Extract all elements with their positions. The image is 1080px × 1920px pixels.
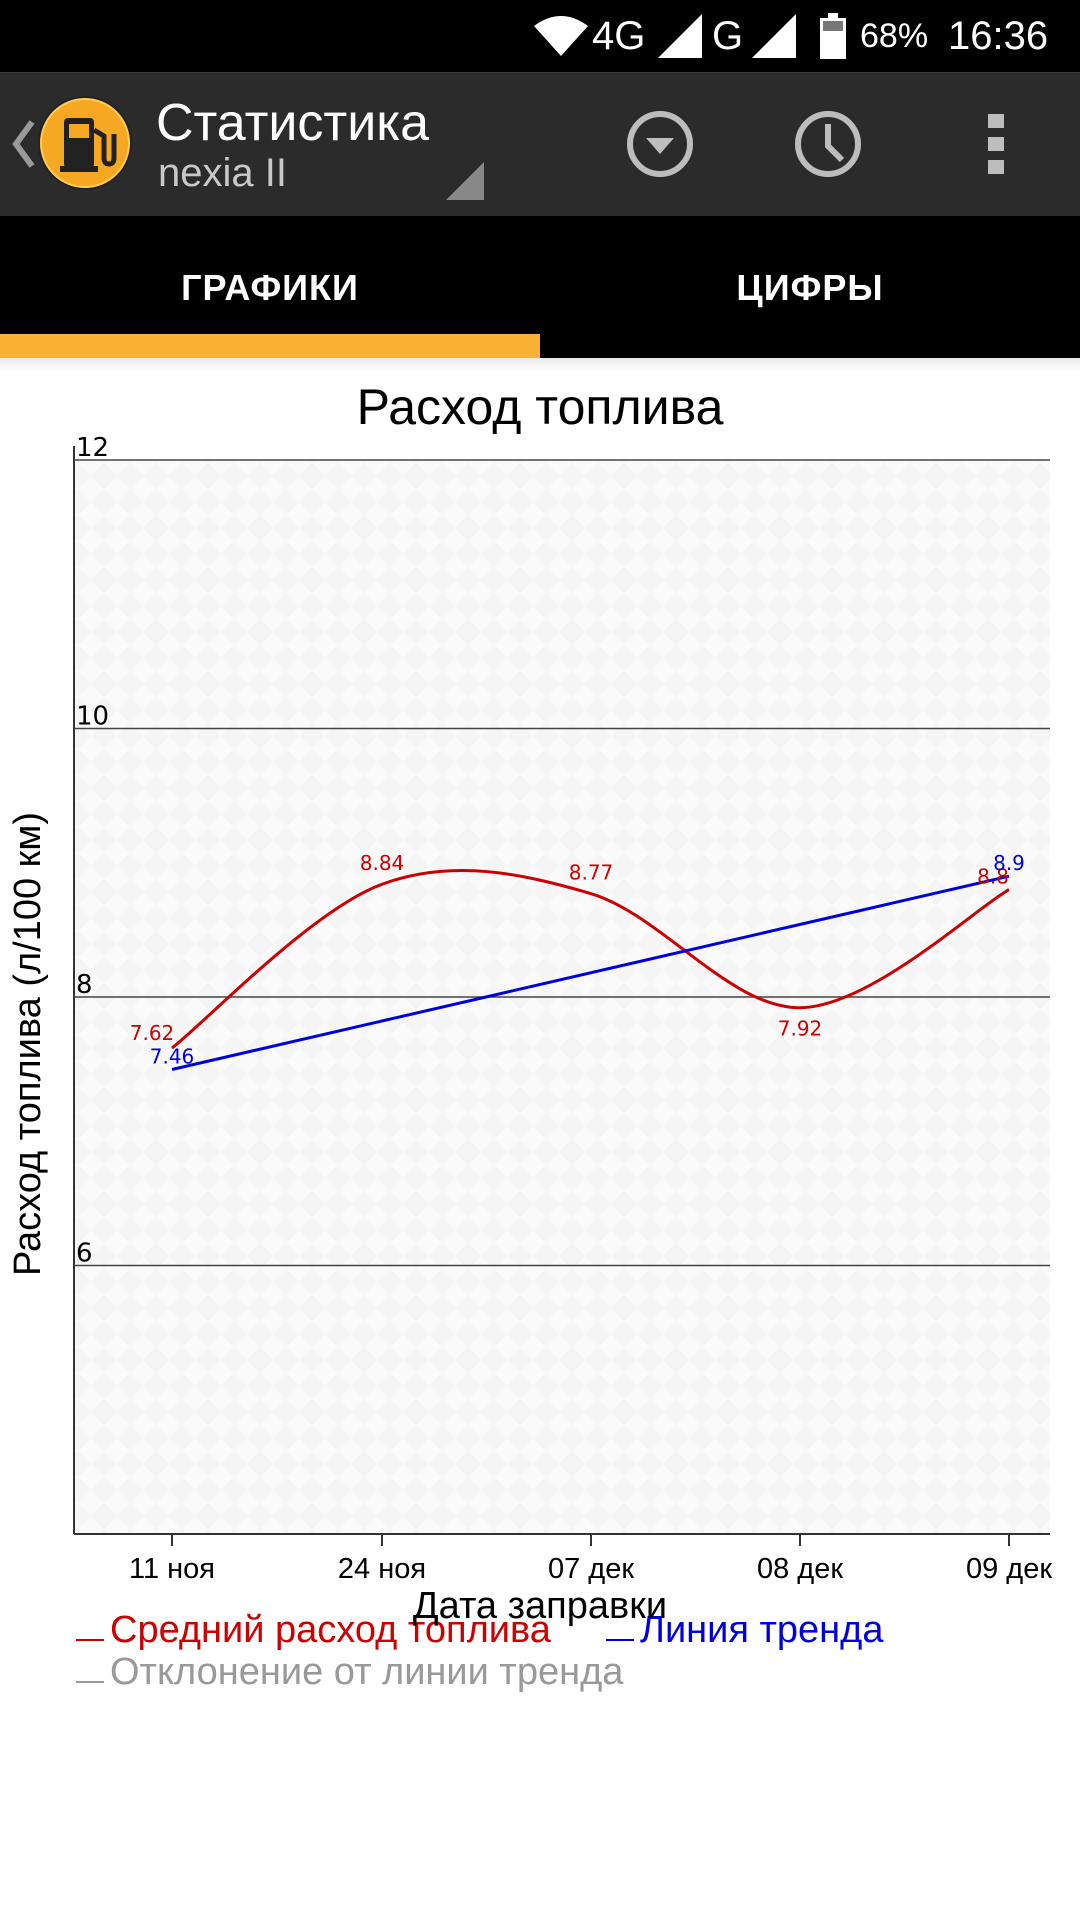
data-label: 8.84: [360, 851, 405, 875]
clock-time: 16:36: [948, 13, 1049, 58]
battery-icon: [820, 0, 846, 72]
network-type-label: 4G: [592, 13, 646, 58]
dropdown-circle-icon[interactable]: [620, 108, 700, 180]
legend-label: Средний расход топлива: [110, 1609, 552, 1651]
tab-selected-indicator: [0, 334, 540, 358]
y-tick-label: 12: [76, 433, 109, 463]
legend-label: Линия тренда: [640, 1609, 884, 1651]
spinner-triangle-icon[interactable]: [446, 162, 484, 200]
x-tick-label: 24 ноя: [338, 1553, 426, 1585]
back-chevron-icon[interactable]: [8, 118, 38, 170]
y-tick-label: 10: [76, 702, 109, 732]
data-label: 8.8: [977, 865, 1009, 889]
vehicle-selector-label[interactable]: nexia II: [158, 151, 287, 195]
y-axis-title: Расход топлива (л/100 км): [7, 812, 49, 1276]
x-tick-label: 11 ноя: [129, 1553, 215, 1585]
fuel-pump-icon[interactable]: [36, 94, 134, 192]
data-label: 7.62: [130, 1021, 175, 1045]
x-tick-label: 07 дек: [548, 1553, 634, 1585]
data-label: 7.92: [778, 1017, 823, 1041]
action-bar: Статистика nexia II: [0, 72, 1080, 216]
battery-percent: 68%: [860, 16, 929, 55]
data-label: 7.46: [150, 1044, 195, 1068]
legend-label: Отклонение от линии тренда: [110, 1651, 624, 1693]
signal-icon-2: [752, 0, 796, 72]
x-tick-label: 09 дек: [966, 1553, 1052, 1585]
network-type-label-2: G: [712, 13, 744, 58]
series-line: [171, 874, 1010, 1071]
chart-title: Расход топлива: [357, 379, 724, 435]
page-title: Статистика: [156, 94, 430, 152]
wifi-icon: [534, 0, 588, 72]
x-tick-label: 08 дек: [757, 1553, 843, 1585]
status-bar: 4G G 68% 16:36: [0, 0, 1080, 72]
y-tick-label: 6: [76, 1239, 93, 1269]
tab-divider: [0, 358, 1080, 372]
series-line: [171, 868, 1010, 1050]
fuel-consumption-chart: 12 10 8 6 11 ноя 24 ноя 07 дек 08 дек 09 дек 7.…: [7, 379, 1052, 1693]
signal-icon: [658, 0, 702, 72]
clock-icon[interactable]: [788, 108, 868, 180]
tab-graphs[interactable]: ГРАФИКИ: [181, 267, 359, 308]
overflow-menu-icon[interactable]: [956, 108, 1036, 180]
data-label: 8.9: [993, 851, 1025, 875]
x-axis-title: Дата заправки: [413, 1585, 667, 1627]
tab-numbers[interactable]: ЦИФРЫ: [736, 267, 884, 308]
y-tick-label: 8: [76, 970, 93, 1000]
data-label: 8.77: [569, 861, 614, 885]
